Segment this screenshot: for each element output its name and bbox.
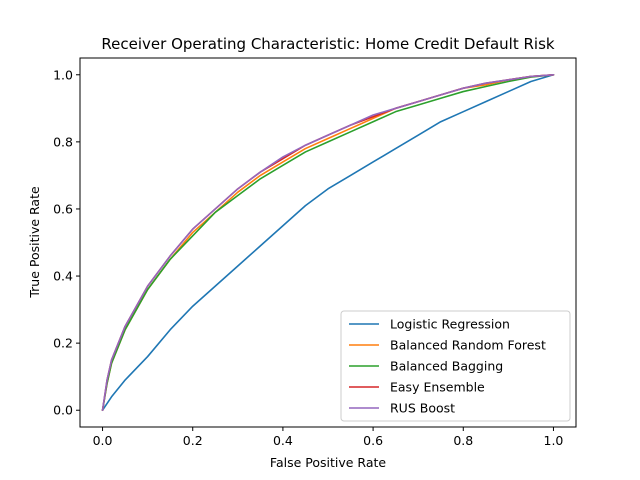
x-tick-label: 0.0 xyxy=(93,433,113,448)
chart-title: Receiver Operating Characteristic: Home … xyxy=(101,35,554,53)
y-tick-label: 0.4 xyxy=(53,269,73,284)
series-lines xyxy=(101,73,555,412)
plot-area-frame xyxy=(79,57,577,428)
legend-label: Logistic Regression xyxy=(390,317,510,332)
y-tick-label: 0.0 xyxy=(53,403,73,418)
y-axis-ticks: 0.0 0.2 0.4 0.6 0.8 1.0 xyxy=(53,67,80,418)
legend: Logistic Regression Balanced Random Fores… xyxy=(340,310,571,422)
y-tick-label: 0.8 xyxy=(53,134,73,149)
x-tick-label: 0.2 xyxy=(183,433,203,448)
y-axis-label: True Positive Rate xyxy=(27,186,42,299)
legend-label: Balanced Random Forest xyxy=(390,338,546,353)
series-line-logistic-regression xyxy=(101,73,555,412)
x-axis-label: False Positive Rate xyxy=(270,455,386,470)
legend-label: Easy Ensemble xyxy=(390,380,485,395)
legend-label: Balanced Bagging xyxy=(390,359,503,374)
x-axis-ticks: 0.0 0.2 0.4 0.6 0.8 1.0 xyxy=(93,427,564,448)
legend-items: Logistic Regression Balanced Random Fores… xyxy=(349,317,546,416)
legend-box xyxy=(340,310,571,422)
legend-label: RUS Boost xyxy=(390,401,455,416)
y-tick-label: 0.6 xyxy=(53,201,73,216)
x-tick-label: 0.8 xyxy=(453,433,473,448)
x-tick-label: 0.4 xyxy=(273,433,293,448)
y-tick-label: 0.2 xyxy=(53,336,73,351)
series-line-rus-boost xyxy=(101,73,555,412)
x-tick-label: 1.0 xyxy=(544,433,564,448)
y-tick-label: 1.0 xyxy=(53,67,73,82)
x-tick-label: 0.6 xyxy=(363,433,383,448)
series-line-balanced-bagging xyxy=(101,73,555,412)
